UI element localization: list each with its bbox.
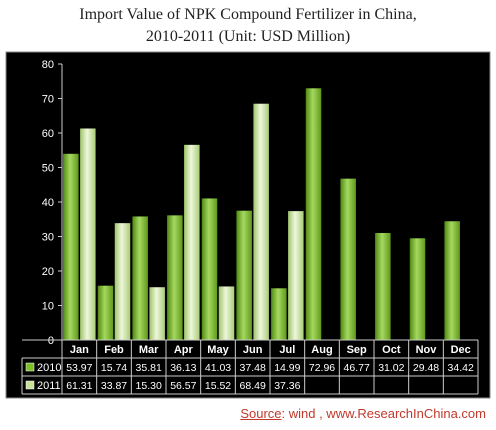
bar-2010-apr bbox=[167, 215, 183, 340]
source-text: : wind , www.ResearchInChina.com bbox=[281, 406, 486, 421]
data-label-2011-jun: 68.49 bbox=[240, 380, 266, 392]
x-tick-label: Jan bbox=[70, 344, 89, 356]
bar-2010-mar bbox=[132, 216, 148, 340]
bar-2010-nov bbox=[409, 238, 426, 340]
chart-title-line2: 2010-2011 (Unit: USD Million) bbox=[145, 28, 351, 45]
y-tick-label: 70 bbox=[42, 94, 54, 106]
data-label-2011-feb: 33.87 bbox=[101, 380, 127, 392]
y-tick-label: 50 bbox=[42, 163, 54, 175]
x-tick-label: Sep bbox=[347, 344, 367, 356]
x-tick-label: Mar bbox=[139, 344, 159, 356]
data-label-2010-sep: 46.77 bbox=[344, 362, 370, 374]
x-tick-label: Oct bbox=[382, 344, 401, 356]
data-label-2010-jan: 53.97 bbox=[66, 362, 92, 374]
x-tick-label: Nov bbox=[416, 344, 438, 356]
legend-swatch-2010 bbox=[25, 362, 35, 372]
source-label: Source bbox=[240, 406, 282, 421]
bar-2011-may bbox=[218, 286, 235, 340]
data-label-2010-oct: 31.02 bbox=[378, 362, 404, 374]
source-note: Source: wind , www.ResearchInChina.com bbox=[240, 406, 486, 421]
y-tick-label: 30 bbox=[42, 232, 54, 244]
legend-label-2010: 2010 bbox=[37, 362, 61, 374]
bar-2010-sep bbox=[340, 178, 356, 340]
x-tick-label: Apr bbox=[174, 344, 194, 356]
x-tick-label: Dec bbox=[451, 344, 471, 356]
legend-label-2011: 2011 bbox=[37, 380, 61, 392]
y-tick-label: 80 bbox=[42, 59, 54, 71]
data-label-2010-jul: 14.99 bbox=[274, 362, 300, 374]
data-label-2010-nov: 29.48 bbox=[413, 362, 439, 374]
bar-2010-dec bbox=[444, 221, 460, 340]
data-label-2010-may: 41.03 bbox=[205, 362, 231, 374]
data-label-2010-feb: 15.74 bbox=[101, 362, 127, 374]
data-label-2011-apr: 56.57 bbox=[170, 380, 196, 392]
bar-2011-jun bbox=[253, 103, 269, 340]
bar-2011-jul bbox=[288, 211, 304, 340]
bar-2010-jul bbox=[271, 288, 287, 340]
bar-2010-jun bbox=[236, 210, 252, 340]
x-tick-label: May bbox=[207, 344, 229, 356]
bar-2011-mar bbox=[149, 287, 165, 340]
legend-swatch-2011 bbox=[25, 380, 35, 390]
y-tick-label: 20 bbox=[42, 266, 54, 278]
x-tick-label: Jul bbox=[279, 344, 295, 356]
bar-2011-apr bbox=[184, 144, 200, 340]
bar-2010-feb bbox=[97, 285, 114, 340]
bar-2010-oct bbox=[375, 232, 391, 340]
bar-2011-feb bbox=[114, 223, 131, 340]
data-label-2010-aug: 72.96 bbox=[309, 362, 335, 374]
data-label-2010-apr: 36.13 bbox=[170, 362, 196, 374]
bar-2010-jan bbox=[63, 153, 79, 340]
y-tick-label: 60 bbox=[42, 128, 54, 140]
y-tick-label: 40 bbox=[42, 197, 54, 209]
x-tick-label: Aug bbox=[311, 344, 332, 356]
data-label-2011-jul: 37.36 bbox=[274, 380, 300, 392]
bar-2010-aug bbox=[305, 88, 322, 341]
data-label-2010-dec: 34.42 bbox=[448, 362, 474, 374]
x-tick-label: Feb bbox=[104, 344, 124, 356]
data-label-2011-mar: 15.30 bbox=[136, 380, 162, 392]
bar-2011-jan bbox=[80, 128, 96, 340]
data-label-2011-may: 15.52 bbox=[205, 380, 231, 392]
y-tick-label: 0 bbox=[48, 335, 54, 347]
data-label-2010-mar: 35.81 bbox=[136, 362, 162, 374]
bar-2010-may bbox=[201, 198, 218, 340]
data-label-2010-jun: 37.48 bbox=[240, 362, 266, 374]
y-tick-label: 10 bbox=[42, 301, 54, 313]
data-label-2011-jan: 61.31 bbox=[66, 380, 92, 392]
chart-title-line1: Import Value of NPK Compound Fertilizer … bbox=[79, 6, 417, 23]
x-tick-label: Jun bbox=[243, 344, 263, 356]
